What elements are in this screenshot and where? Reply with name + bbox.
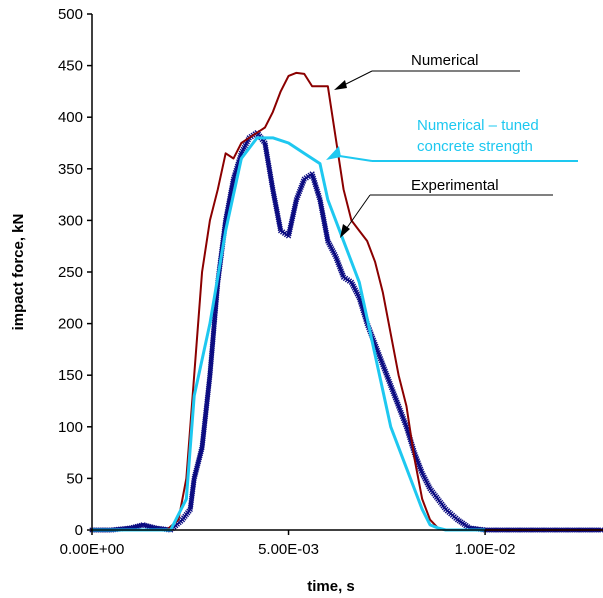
y-tick-label: 100 xyxy=(58,419,83,436)
y-tick-label: 50 xyxy=(66,470,83,487)
y-tick-label: 450 xyxy=(58,58,83,75)
y-tick-label: 150 xyxy=(58,367,83,384)
annotation-tuned-arrowhead xyxy=(326,146,341,160)
y-tick-label: 200 xyxy=(58,316,83,333)
x-ticks: 0.00E+00 5.00E-03 1.00E-02 xyxy=(60,530,516,558)
y-tick-label: 300 xyxy=(58,212,83,229)
y-tick-label: 0 xyxy=(75,522,83,539)
plot-area: 0 50 100 150 200 250 300 350 400 450 500 0.00E+00 5… xyxy=(58,6,603,558)
annotation-experimental-arrowhead xyxy=(340,224,350,238)
annotation-experimental: Experimental xyxy=(411,177,499,194)
annotation-tuned-line2: concrete strength xyxy=(417,138,533,155)
annotations: Numerical Numerical – tuned concrete str… xyxy=(326,52,578,238)
y-ticks: 0 50 100 150 200 250 300 350 400 450 500 xyxy=(58,6,92,539)
series-layer xyxy=(89,71,603,533)
series-experimental-line xyxy=(92,131,603,531)
annotation-experimental-leader xyxy=(343,194,371,233)
x-tick-label: 5.00E-03 xyxy=(258,541,319,558)
x-tick-label: 1.00E-02 xyxy=(455,541,516,558)
y-axis-title: impact force, kN xyxy=(10,214,27,331)
y-tick-label: 350 xyxy=(58,161,83,178)
y-tick-label: 500 xyxy=(58,6,83,23)
series-numerical-tuned-concrete-strength-line xyxy=(92,136,486,532)
x-axis-title: time, s xyxy=(307,578,355,595)
series-numerical-line xyxy=(92,71,603,531)
series-experimental xyxy=(89,130,603,533)
y-tick-label: 400 xyxy=(58,109,83,126)
annotation-tuned-line1: Numerical – tuned xyxy=(417,117,539,134)
x-tick-label: 0.00E+00 xyxy=(60,541,125,558)
annotation-numerical-arrowhead xyxy=(334,80,347,90)
annotation-numerical: Numerical xyxy=(411,52,479,69)
y-tick-label: 250 xyxy=(58,264,83,281)
